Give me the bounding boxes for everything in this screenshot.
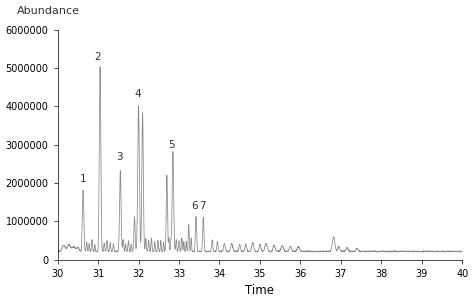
Text: 7: 7	[199, 201, 206, 211]
Text: 1: 1	[79, 174, 86, 184]
Text: Abundance: Abundance	[17, 6, 80, 16]
Text: 4: 4	[135, 89, 141, 99]
Text: 3: 3	[116, 152, 122, 162]
Text: 6: 6	[191, 201, 198, 211]
Text: 5: 5	[168, 141, 175, 151]
X-axis label: Time: Time	[246, 285, 274, 298]
Text: 2: 2	[94, 52, 100, 62]
